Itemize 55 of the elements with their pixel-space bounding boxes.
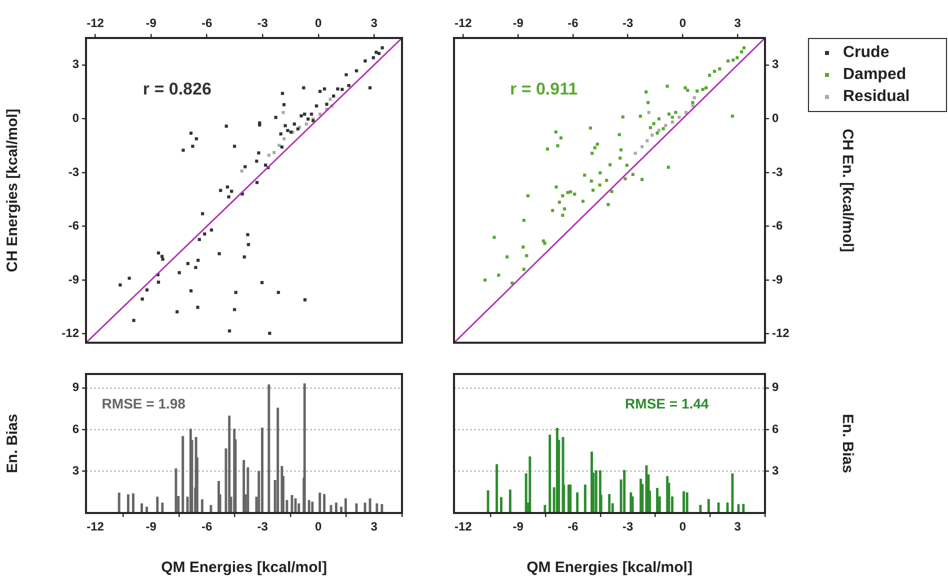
y2-tick-label: 3 <box>772 464 779 478</box>
x-tick-label: 0 <box>315 16 322 30</box>
x-tick-label: 0 <box>679 16 686 30</box>
annotation: RMSE = 1.44 <box>625 395 709 412</box>
x-tick-label: -6 <box>201 520 212 534</box>
y-tick-label: -12 <box>62 326 80 340</box>
y2-tick-label: -6 <box>772 218 783 233</box>
x-tick-label: -12 <box>86 16 104 30</box>
y-tick-label: -3 <box>68 164 80 179</box>
y-tick-label: 6 <box>72 422 80 436</box>
x-tick-label: -9 <box>512 520 524 534</box>
y2-axis-title: CH En. [kcal/mol] <box>838 128 856 252</box>
x-tick-label: 3 <box>734 16 742 30</box>
x-tick-label: -6 <box>568 520 579 534</box>
x-tick-label: 0 <box>315 520 322 534</box>
x-tick-label: -12 <box>454 16 472 30</box>
y-tick-label: -6 <box>68 218 80 233</box>
x-tick-label: -3 <box>257 520 268 534</box>
y2-tick-label: -9 <box>772 272 783 286</box>
y2-tick-label: 3 <box>772 57 779 72</box>
x-tick-label: -9 <box>146 520 157 534</box>
y-axis-title: CH Energies [kcal/mol] <box>4 108 22 272</box>
x-tick-label: -6 <box>201 16 212 30</box>
x-tick-label: -3 <box>622 520 634 534</box>
y-tick-label: 0 <box>72 110 80 125</box>
y-tick-label: 3 <box>72 464 80 478</box>
y2-axis-title: En. Bias <box>838 414 856 474</box>
y-tick-label: -9 <box>68 272 80 286</box>
x-tick-label: 3 <box>370 16 378 30</box>
y2-tick-label: -12 <box>772 326 790 340</box>
text: Residual <box>843 88 910 106</box>
x-axis-title: QM Energies [kcal/mol] <box>161 559 327 576</box>
y-tick-label: 3 <box>72 57 80 72</box>
y2-tick-label: 0 <box>772 110 779 125</box>
x-tick-label: 3 <box>734 520 742 534</box>
annotation: r = 0.911 <box>510 80 578 99</box>
x-tick-label: -12 <box>454 520 472 534</box>
annotation: r = 0.826 <box>142 80 212 99</box>
y2-tick-label: 9 <box>772 380 779 394</box>
legend-label: Damped <box>843 66 906 84</box>
y-tick-label: 9 <box>72 380 80 394</box>
x-tick-label: -9 <box>512 16 524 30</box>
x-tick-label: -3 <box>622 16 634 30</box>
x-tick-label: 3 <box>370 520 378 534</box>
x-tick-label: -9 <box>146 16 157 30</box>
x-tick-label: -3 <box>257 16 268 30</box>
x-tick-label: -12 <box>86 520 104 534</box>
y2-tick-label: 6 <box>772 422 779 436</box>
x-tick-label: -6 <box>568 16 579 30</box>
x-tick-label: 0 <box>679 520 686 534</box>
y-axis-title: En. Bias <box>4 414 22 474</box>
x-axis-title: QM Energies [kcal/mol] <box>526 559 692 576</box>
legend-label: Crude <box>843 44 890 62</box>
y2-tick-label: -3 <box>772 164 783 179</box>
annotation: RMSE = 1.98 <box>102 395 186 412</box>
